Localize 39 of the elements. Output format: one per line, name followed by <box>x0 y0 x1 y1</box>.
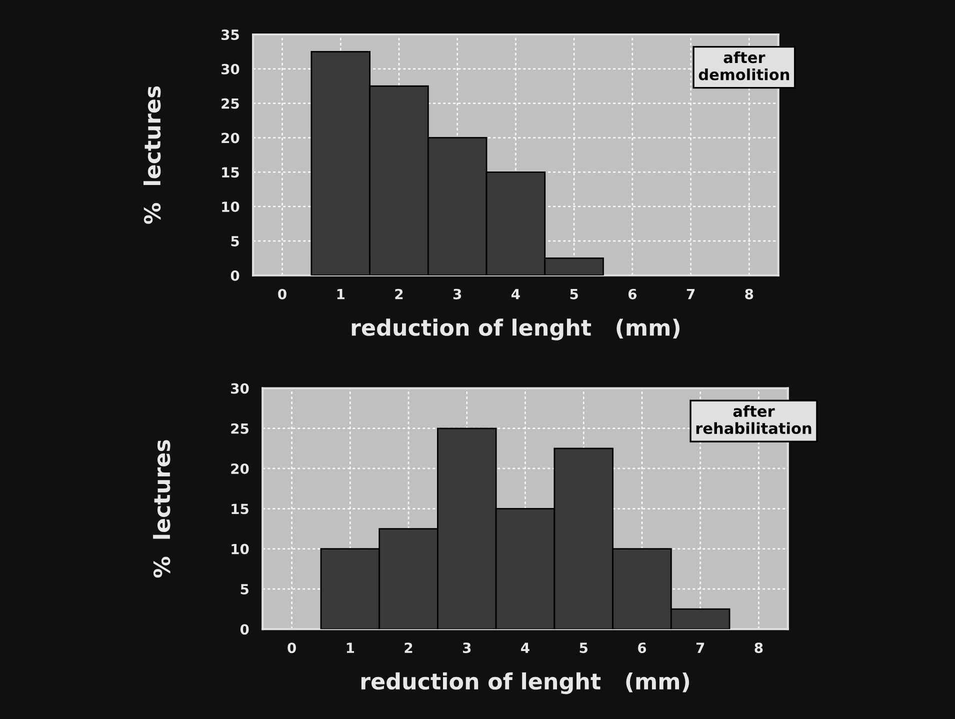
x-tick-label: 1 <box>337 289 344 300</box>
y-tick-label: 0 <box>240 624 249 635</box>
y-tick-label: 30 <box>221 64 240 74</box>
y-tick-label: 20 <box>222 132 240 144</box>
y-tick-label: 25 <box>231 423 248 434</box>
x-tick-label: 7 <box>696 642 704 653</box>
x-tick-label: 4 <box>521 642 530 653</box>
y-tick-label: 15 <box>222 167 239 178</box>
x-tick-label: 2 <box>395 288 403 300</box>
y-tick-label: 10 <box>222 202 240 212</box>
annotation: after demolition <box>698 51 790 80</box>
x-tick-label: 4 <box>511 289 520 300</box>
y-tick-label: 30 <box>231 383 249 394</box>
y-tick-label: 5 <box>231 236 239 246</box>
x-axis-title: reduction of lenght (mm) <box>361 672 690 694</box>
x-axis-title: reduction of lenght (mm) <box>352 318 680 340</box>
x-tick-label: 1 <box>346 642 354 653</box>
annotation: after rehabilitation <box>696 405 812 434</box>
x-tick-label: 5 <box>580 642 588 654</box>
x-tick-label: 7 <box>686 289 695 300</box>
y-tick-label: 35 <box>221 29 239 40</box>
y-tick-label: 5 <box>240 584 248 594</box>
y-tick-label: 10 <box>232 544 249 554</box>
y-tick-label: 0 <box>230 270 240 281</box>
x-tick-label: 2 <box>404 642 412 653</box>
x-tick-label: 5 <box>570 289 578 300</box>
x-tick-label: 6 <box>628 288 637 300</box>
x-tick-label: 3 <box>462 642 471 654</box>
y-axis-title: % lectures <box>143 86 161 224</box>
x-tick-label: 0 <box>288 642 296 654</box>
y-tick-label: 20 <box>231 464 249 474</box>
x-tick-label: 8 <box>754 642 763 654</box>
x-tick-label: 0 <box>278 288 286 300</box>
x-tick-label: 3 <box>453 288 462 300</box>
y-axis-title: % lectures <box>153 440 170 578</box>
x-tick-label: 8 <box>745 288 754 300</box>
y-tick-label: 25 <box>222 98 239 109</box>
x-tick-label: 6 <box>638 642 646 654</box>
y-tick-label: 15 <box>232 504 248 514</box>
